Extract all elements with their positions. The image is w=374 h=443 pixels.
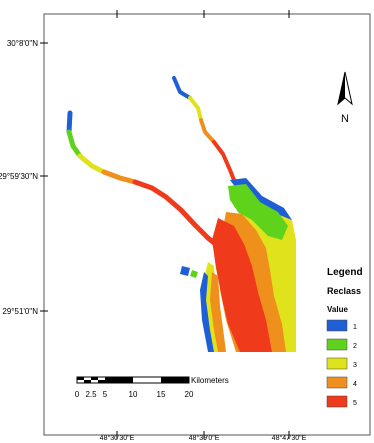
lat-label-1: 30°8'0"N <box>7 39 38 48</box>
legend-layer-name: Reclass <box>327 286 361 296</box>
north-arrow-icon: N <box>337 71 353 125</box>
scale-bar-unit: Kilometers <box>191 376 229 385</box>
legend-label-1: 1 <box>353 324 357 331</box>
legend-label-3: 3 <box>353 362 357 369</box>
lat-label-2: 29°59'30"N <box>0 172 38 181</box>
north-arrow-letter: N <box>341 113 349 125</box>
scale-bar: Kilometers 0 2.5 5 10 15 20 <box>75 376 229 399</box>
scale-tick-label: 2.5 <box>85 390 97 399</box>
legend-swatch-3 <box>326 357 348 370</box>
lat-label-3: 29°51'0"N <box>2 307 38 316</box>
legend-swatch-2 <box>326 338 348 351</box>
frame-ticks <box>40 10 290 439</box>
legend-label-2: 2 <box>353 343 357 350</box>
lon-label-1: 48°30'30"E <box>100 434 135 442</box>
scale-tick-label: 15 <box>157 390 166 399</box>
lon-label-2: 48°39'0"E <box>189 434 220 442</box>
legend-swatch-4 <box>326 376 348 389</box>
legend-swatch-5 <box>326 395 348 408</box>
scale-tick-label: 20 <box>185 390 194 399</box>
legend-title: Legend <box>327 267 363 278</box>
map-frame <box>43 13 371 436</box>
legend-label-4: 4 <box>353 381 357 388</box>
legend-field-name: Value <box>327 305 348 314</box>
estuary-raster <box>180 178 296 352</box>
legend-items: 1 2 3 4 5 <box>326 319 357 408</box>
scale-tick-label: 10 <box>129 390 138 399</box>
legend: Legend Reclass Value 1 2 3 4 5 <box>326 267 363 408</box>
legend-swatch-1 <box>326 319 348 332</box>
legend-label-5: 5 <box>353 400 357 407</box>
scale-bar-ticks: 0 2.5 5 10 15 20 <box>75 390 194 399</box>
river-channel-north <box>172 76 238 187</box>
lon-label-3: 48°47'30"E <box>272 434 307 442</box>
scale-tick-label: 5 <box>103 390 108 399</box>
scale-tick-label: 0 <box>75 390 80 399</box>
